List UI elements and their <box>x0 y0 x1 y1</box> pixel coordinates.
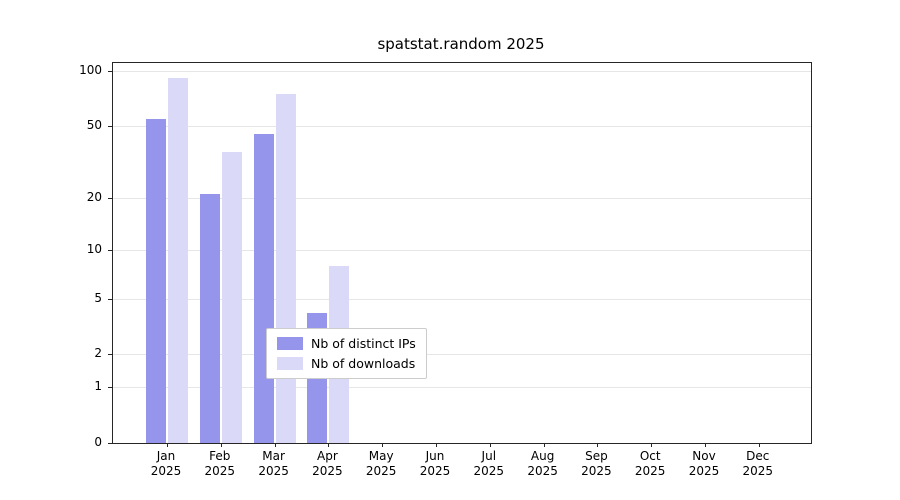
x-tick-label-oct: Oct 2025 <box>618 449 682 479</box>
y-tick-label-2: 2 <box>94 346 102 361</box>
x-tick-label-jan: Jan 2025 <box>134 449 198 479</box>
y-tick-0 <box>108 443 112 444</box>
x-label-month: Jan <box>156 449 176 463</box>
gridline-5 <box>113 298 811 300</box>
x-label-month: Feb <box>209 449 231 463</box>
x-label-year: 2025 <box>688 464 720 478</box>
y-tick-100 <box>108 71 112 72</box>
x-label-month: Apr <box>317 449 338 463</box>
x-label-year: 2025 <box>419 464 451 478</box>
gridline-10 <box>113 249 811 251</box>
y-tick-label-20: 20 <box>86 189 102 204</box>
x-tick-label-jun: Jun 2025 <box>403 449 467 479</box>
y-tick-label-5: 5 <box>94 290 102 305</box>
x-tick-may <box>382 443 384 447</box>
x-tick-label-aug: Aug 2025 <box>511 449 575 479</box>
x-tick-label-may: May 2025 <box>349 449 413 479</box>
x-label-month: Aug <box>530 449 555 463</box>
x-tick-jul <box>489 443 491 447</box>
x-label-month: Dec <box>746 449 770 463</box>
y-tick-label-10: 10 <box>86 241 102 256</box>
x-tick-aug <box>543 443 545 447</box>
gridline-100 <box>113 71 811 72</box>
x-tick-label-jul: Jul 2025 <box>457 449 521 479</box>
x-tick-label-mar: Mar 2025 <box>242 449 306 479</box>
x-tick-mar <box>274 443 276 447</box>
y-tick-10 <box>108 249 112 251</box>
x-label-month: Mar <box>262 449 285 463</box>
plot-area <box>108 62 812 447</box>
x-label-year: 2025 <box>527 464 558 478</box>
x-label-year: 2025 <box>150 464 182 478</box>
x-label-month: Sep <box>585 449 608 463</box>
legend-swatch-distinct-ips <box>277 337 303 350</box>
legend-label-distinct-ips: Nb of distinct IPs <box>311 336 416 351</box>
x-tick-dec <box>758 443 760 447</box>
bar-nb-of-distinct-ips-jan <box>146 118 166 443</box>
gridline-20 <box>113 197 811 199</box>
y-tick-1 <box>108 387 112 389</box>
legend-item-downloads: Nb of downloads <box>277 356 416 371</box>
x-label-year: 2025 <box>204 464 236 478</box>
legend: Nb of distinct IPs Nb of downloads <box>266 328 427 379</box>
x-tick-label-feb: Feb 2025 <box>188 449 252 479</box>
y-tick-2 <box>108 354 112 356</box>
x-tick-jun <box>436 443 437 447</box>
x-tick-feb <box>220 443 222 447</box>
legend-swatch-downloads <box>277 357 303 370</box>
x-axis-labels: Jan 2025 Feb 2025 Mar 2025 Apr 2025 May 2025 Jun 20… <box>112 449 810 485</box>
x-tick-oct <box>651 443 653 447</box>
x-label-year: 2025 <box>634 464 666 478</box>
legend-label-downloads: Nb of downloads <box>311 356 416 371</box>
y-axis-labels: 0 1 2 5 10 20 50 100 <box>0 62 102 449</box>
x-tick-label-apr: Apr 2025 <box>295 449 359 479</box>
x-label-year: 2025 <box>581 464 612 478</box>
x-label-month: Nov <box>692 449 716 463</box>
x-label-year: 2025 <box>365 464 397 478</box>
x-label-month: Jul <box>481 449 497 463</box>
x-label-year: 2025 <box>258 464 289 478</box>
x-tick-nov <box>705 443 706 447</box>
x-label-year: 2025 <box>742 464 774 478</box>
bar-nb-of-downloads-mar <box>275 93 296 443</box>
x-label-month: May <box>368 449 394 463</box>
bar-nb-of-downloads-jan <box>168 77 188 443</box>
y-tick-5 <box>108 298 112 300</box>
x-tick-label-dec: Dec 2025 <box>726 449 790 479</box>
gridline-2 <box>113 354 811 356</box>
chart-title: spatstat.random 2025 <box>377 35 545 53</box>
bar-nb-of-downloads-feb <box>221 151 242 443</box>
x-label-year: 2025 <box>473 464 505 478</box>
x-label-month: Jun <box>425 449 445 463</box>
y-tick-label-100: 100 <box>79 63 102 77</box>
bar-nb-of-distinct-ips-mar <box>253 134 274 443</box>
x-tick-sep <box>597 443 599 447</box>
x-label-year: 2025 <box>312 464 343 478</box>
x-tick-label-nov: Nov 2025 <box>672 449 736 479</box>
gridline-50 <box>113 126 811 128</box>
y-tick-label-50: 50 <box>86 118 102 133</box>
x-tick-apr <box>328 443 330 447</box>
y-tick-50 <box>108 126 112 128</box>
x-tick-jan <box>167 443 168 447</box>
y-tick-label-1: 1 <box>94 379 102 394</box>
legend-item-distinct-ips: Nb of distinct IPs <box>277 336 416 351</box>
bar-nb-of-distinct-ips-feb <box>199 193 220 443</box>
x-label-month: Oct <box>639 449 661 463</box>
x-tick-label-sep: Sep 2025 <box>564 449 628 479</box>
gridline-1 <box>113 387 811 389</box>
y-tick-label-0: 0 <box>94 435 102 449</box>
y-tick-20 <box>108 197 112 199</box>
